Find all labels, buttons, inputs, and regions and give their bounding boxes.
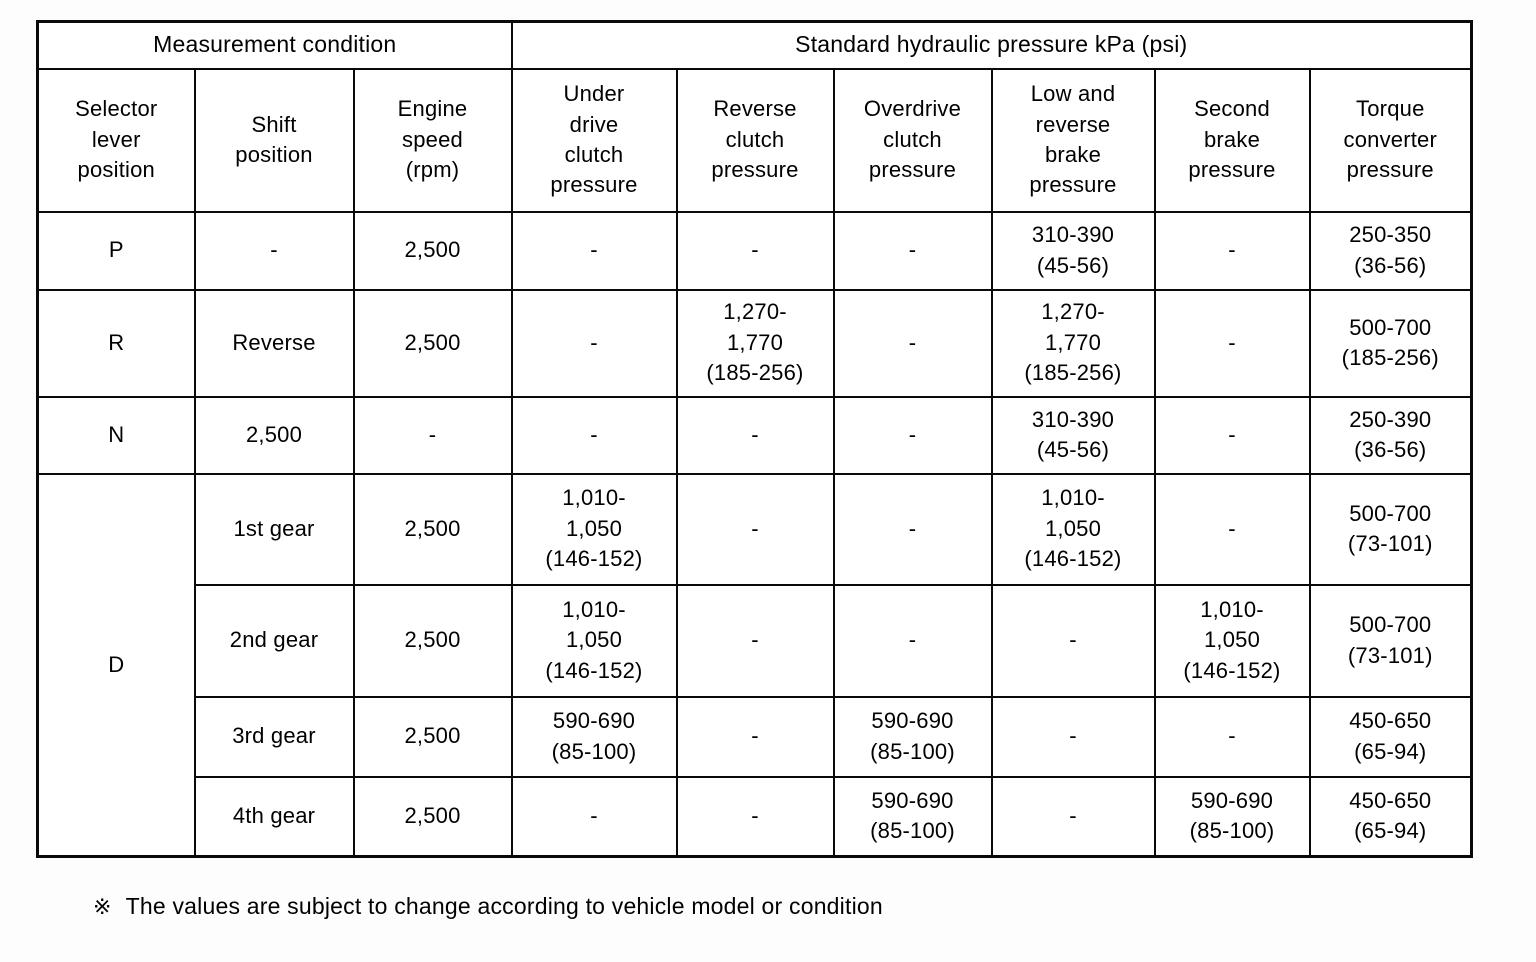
cell-r-engine-speed: 2,500 — [352, 288, 513, 398]
cell-p-low-reverse-brake: 310-390 (45-56) — [990, 210, 1156, 291]
selector-cell-r: R — [36, 288, 196, 398]
hydraulic-pressure-table: Measurement condition Standard hydraulic… — [36, 20, 1474, 858]
group-header-measurement-condition: Measurement condition — [36, 20, 513, 70]
cell-p-engine-speed: 2,500 — [352, 210, 513, 291]
cell-d1-second-brake: - — [1153, 472, 1311, 586]
cell-d4-overdrive-clutch: 590-690 (85-100) — [832, 775, 993, 858]
cell-n-reverse-clutch: - — [675, 395, 835, 475]
cell-d3-under-drive: 590-690 (85-100) — [510, 695, 678, 778]
cell-d1-low-reverse-brake: 1,010- 1,050 (146-152) — [990, 472, 1156, 586]
cell-d2-torque-converter: 500-700 (73-101) — [1308, 583, 1473, 698]
cell-r-second-brake: - — [1153, 288, 1311, 398]
selector-cell-p: P — [36, 210, 196, 291]
footnote: ※ The values are subject to change accor… — [93, 893, 883, 920]
cell-r-shift: Reverse — [193, 288, 355, 398]
table-row-d-3rd-gear: 3rd gear 2,500 590-690 (85-100) - 590-69… — [38, 695, 1473, 778]
cell-d4-shift: 4th gear — [193, 775, 355, 858]
cell-p-second-brake: - — [1153, 210, 1311, 291]
cell-n-engine-speed: - — [352, 395, 513, 475]
col-header-shift-position: Shift position — [193, 67, 355, 213]
group-header-standard-pressure: Standard hydraulic pressure kPa (psi) — [510, 20, 1473, 70]
table-row-r: R Reverse 2,500 - 1,270- 1,770 (185-256)… — [36, 288, 1473, 398]
col-header-reverse-clutch-pressure: Reverse clutch pressure — [675, 67, 835, 213]
cell-d3-overdrive-clutch: 590-690 (85-100) — [832, 695, 993, 778]
selector-cell-d: D — [36, 472, 196, 858]
cell-d4-engine-speed: 2,500 — [352, 775, 513, 858]
selector-cell-n: N — [36, 395, 196, 475]
table-row-d-1st-gear: D 1st gear 2,500 1,010- 1,050 (146-152) … — [36, 472, 1473, 858]
table-row-d-2nd-gear: 2nd gear 2,500 1,010- 1,050 (146-152) - … — [38, 583, 1473, 698]
cell-p-overdrive-clutch: - — [832, 210, 993, 291]
col-header-overdrive-clutch-pressure: Overdrive clutch pressure — [832, 67, 993, 213]
table-row-d-4th-gear: 4th gear 2,500 - - 590-690 (85-100) - 59… — [38, 775, 1473, 858]
cell-d3-torque-converter: 450-650 (65-94) — [1308, 695, 1473, 778]
cell-r-low-reverse-brake: 1,270- 1,770 (185-256) — [990, 288, 1156, 398]
cell-r-overdrive-clutch: - — [832, 288, 993, 398]
cell-d2-engine-speed: 2,500 — [352, 583, 513, 698]
cell-p-reverse-clutch: - — [675, 210, 835, 291]
cell-d1-engine-speed: 2,500 — [352, 472, 513, 586]
cell-n-shift: 2,500 — [193, 395, 355, 475]
cell-d3-engine-speed: 2,500 — [352, 695, 513, 778]
cell-r-reverse-clutch: 1,270- 1,770 (185-256) — [675, 288, 835, 398]
cell-n-under-drive: - — [510, 395, 678, 475]
col-header-second-brake-pressure: Second brake pressure — [1153, 67, 1311, 213]
cell-d2-under-drive: 1,010- 1,050 (146-152) — [510, 583, 678, 698]
cell-d4-low-reverse-brake: - — [990, 775, 1156, 858]
cell-p-torque-converter: 250-350 (36-56) — [1308, 210, 1473, 291]
cell-d2-overdrive-clutch: - — [832, 583, 993, 698]
cell-d3-reverse-clutch: - — [675, 695, 835, 778]
cell-d4-torque-converter: 450-650 (65-94) — [1308, 775, 1473, 858]
col-header-selector-lever-position: Selector lever position — [36, 67, 196, 213]
cell-d4-under-drive: - — [510, 775, 678, 858]
cell-d3-shift: 3rd gear — [193, 695, 355, 778]
cell-n-low-reverse-brake: 310-390 (45-56) — [990, 395, 1156, 475]
cell-d1-torque-converter: 500-700 (73-101) — [1308, 472, 1473, 586]
cell-p-shift: - — [193, 210, 355, 291]
cell-d1-under-drive: 1,010- 1,050 (146-152) — [510, 472, 678, 586]
cell-d1-reverse-clutch: - — [675, 472, 835, 586]
table-row-n: N 2,500 - - - - 310-390 (45-56) - 250-39… — [36, 395, 1473, 475]
table-column-header-row: Selector lever position Shift position E… — [36, 67, 1473, 213]
table-group-header-row: Measurement condition Standard hydraulic… — [36, 20, 1473, 70]
col-header-low-reverse-brake-pressure: Low and reverse brake pressure — [990, 67, 1156, 213]
col-header-engine-speed: Engine speed (rpm) — [352, 67, 513, 213]
cell-d2-reverse-clutch: - — [675, 583, 835, 698]
cell-d1-overdrive-clutch: - — [832, 472, 993, 586]
cell-n-torque-converter: 250-390 (36-56) — [1308, 395, 1473, 475]
cell-d1-shift: 1st gear — [193, 472, 355, 586]
cell-r-torque-converter: 500-700 (185-256) — [1308, 288, 1473, 398]
cell-n-second-brake: - — [1153, 395, 1311, 475]
cell-n-overdrive-clutch: - — [832, 395, 993, 475]
footnote-text: The values are subject to change accordi… — [125, 893, 883, 919]
reference-mark-icon: ※ — [93, 894, 112, 919]
cell-d3-low-reverse-brake: - — [990, 695, 1156, 778]
cell-d2-low-reverse-brake: - — [990, 583, 1156, 698]
cell-d3-second-brake: - — [1153, 695, 1311, 778]
col-header-under-drive-clutch-pressure: Under drive clutch pressure — [510, 67, 678, 213]
cell-d2-shift: 2nd gear — [193, 583, 355, 698]
cell-p-under-drive: - — [510, 210, 678, 291]
col-header-torque-converter-pressure: Torque converter pressure — [1308, 67, 1473, 213]
cell-d4-reverse-clutch: - — [675, 775, 835, 858]
cell-d2-second-brake: 1,010- 1,050 (146-152) — [1153, 583, 1311, 698]
table-row-p: P - 2,500 - - - 310-390 (45-56) - 250-35… — [36, 210, 1473, 291]
cell-d4-second-brake: 590-690 (85-100) — [1153, 775, 1311, 858]
cell-r-under-drive: - — [510, 288, 678, 398]
